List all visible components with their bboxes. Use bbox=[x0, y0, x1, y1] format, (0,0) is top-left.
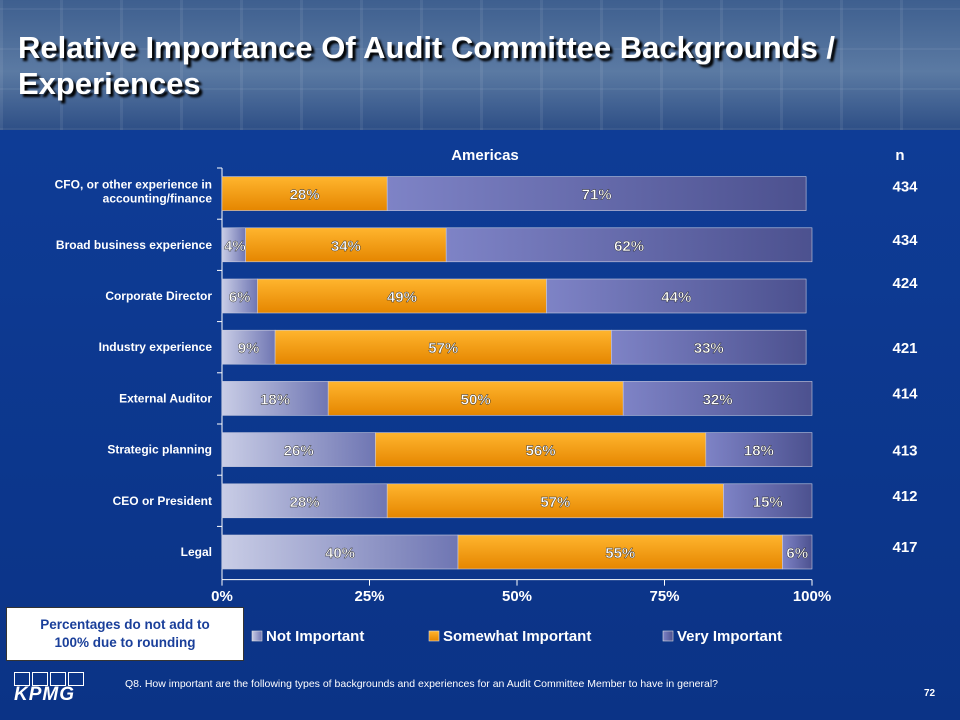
bar-segment-somewhat-important bbox=[457, 534, 783, 570]
logo-boxes bbox=[14, 672, 94, 686]
bar-segment-not-important bbox=[221, 381, 329, 416]
n-value: 434 bbox=[892, 232, 918, 249]
category-label-line: Industry experience bbox=[99, 340, 213, 354]
data-label: 28% bbox=[290, 187, 320, 204]
legend-label: Very Important bbox=[677, 628, 782, 645]
header-background-pattern bbox=[0, 0, 960, 130]
survey-question: Q8. How important are the following type… bbox=[125, 678, 718, 690]
data-label: 18% bbox=[744, 443, 774, 460]
category-label-line: accounting/finance bbox=[103, 192, 213, 206]
data-label: 40% bbox=[325, 545, 355, 562]
bar-segment-somewhat-important bbox=[274, 329, 612, 365]
category-label: CFO, or other experience in accounting/fi… bbox=[55, 178, 213, 206]
category-label: CEO or President bbox=[113, 494, 212, 508]
category-label: External Auditor bbox=[119, 391, 212, 405]
data-label: 15% bbox=[753, 494, 783, 511]
category-label-line: CFO, or other experience in bbox=[55, 178, 212, 192]
bar-segment-very-important bbox=[611, 329, 807, 365]
data-label: 44% bbox=[661, 289, 691, 306]
bar-segment-not-important bbox=[221, 534, 459, 570]
bar-segment-very-important bbox=[705, 432, 813, 467]
data-label: 6% bbox=[786, 545, 808, 562]
data-label: 6% bbox=[229, 289, 251, 306]
bar-segment-not-important bbox=[221, 432, 376, 467]
data-label: 26% bbox=[284, 443, 314, 460]
page-number: 72 bbox=[924, 688, 936, 699]
data-label: 50% bbox=[461, 391, 491, 408]
category-label: Industry experience bbox=[99, 340, 213, 354]
legend-swatch bbox=[662, 630, 674, 642]
data-label: 34% bbox=[331, 238, 361, 255]
header-banner: Relative Importance Of Audit Committee B… bbox=[0, 0, 960, 130]
category-label: Strategic planning bbox=[107, 443, 212, 457]
data-label: 56% bbox=[526, 443, 556, 460]
footnote-text: Percentages do not add to 100% due to ro… bbox=[40, 617, 210, 650]
category-label-line: External Auditor bbox=[119, 391, 212, 405]
rounding-footnote: Percentages do not add to 100% due to ro… bbox=[6, 607, 244, 661]
data-label: 4% bbox=[224, 238, 246, 255]
data-label: 28% bbox=[290, 494, 320, 511]
data-label: 9% bbox=[238, 340, 260, 357]
data-label: 55% bbox=[605, 545, 635, 562]
bar-segment-somewhat-important bbox=[221, 176, 388, 211]
category-label-line: CEO or President bbox=[113, 494, 212, 508]
bar-segment-somewhat-important bbox=[386, 483, 724, 519]
bar-segment-very-important bbox=[546, 278, 807, 314]
logo-wordmark: KPMG bbox=[14, 684, 75, 705]
n-value: 414 bbox=[892, 385, 918, 402]
legend-swatch bbox=[428, 630, 440, 642]
data-label: 18% bbox=[260, 391, 290, 408]
data-label: 49% bbox=[387, 289, 417, 306]
bar-segment-very-important bbox=[782, 534, 813, 570]
category-label-line: Strategic planning bbox=[107, 443, 212, 457]
category-label-line: Legal bbox=[181, 545, 212, 559]
bar-segment-somewhat-important bbox=[375, 432, 707, 467]
n-value: 417 bbox=[892, 539, 917, 556]
kpmg-logo: KPMG bbox=[14, 672, 94, 708]
n-value: 434 bbox=[892, 179, 918, 196]
legend-label: Not Important bbox=[266, 628, 364, 645]
category-label: Corporate Director bbox=[105, 289, 212, 303]
category-label-line: Broad business experience bbox=[56, 238, 212, 252]
x-tick-label: 75% bbox=[649, 588, 679, 605]
bar-segment-not-important bbox=[221, 483, 388, 519]
data-label: 33% bbox=[694, 340, 724, 357]
legend-swatch bbox=[251, 630, 263, 642]
legend-label: Somewhat Important bbox=[443, 628, 591, 645]
n-value: 424 bbox=[892, 275, 918, 292]
data-label: 57% bbox=[540, 494, 570, 511]
category-label: Broad business experience bbox=[56, 238, 212, 252]
n-value: 412 bbox=[892, 488, 917, 505]
chart-header: Americas bbox=[451, 147, 519, 164]
data-label: 62% bbox=[614, 238, 644, 255]
bar-segment-very-important bbox=[386, 176, 807, 211]
bar-segment-very-important bbox=[445, 227, 813, 263]
n-value: 413 bbox=[892, 443, 917, 460]
data-label: 32% bbox=[703, 391, 733, 408]
category-label-line: Corporate Director bbox=[105, 289, 212, 303]
x-tick-label: 25% bbox=[354, 588, 384, 605]
data-label: 57% bbox=[428, 340, 458, 357]
x-tick-label: 50% bbox=[502, 588, 532, 605]
n-header: n bbox=[895, 147, 904, 164]
data-label: 71% bbox=[582, 187, 612, 204]
category-label: Legal bbox=[181, 545, 212, 559]
bar-segment-not-important bbox=[221, 278, 258, 314]
bar-segment-somewhat-important bbox=[327, 381, 624, 416]
bar-segment-very-important bbox=[622, 381, 813, 416]
bar-segment-very-important bbox=[723, 483, 813, 519]
x-tick-label: 100% bbox=[793, 588, 831, 605]
page-title: Relative Importance Of Audit Committee B… bbox=[18, 30, 836, 101]
n-value: 421 bbox=[892, 340, 917, 357]
x-tick-label: 0% bbox=[211, 588, 233, 605]
